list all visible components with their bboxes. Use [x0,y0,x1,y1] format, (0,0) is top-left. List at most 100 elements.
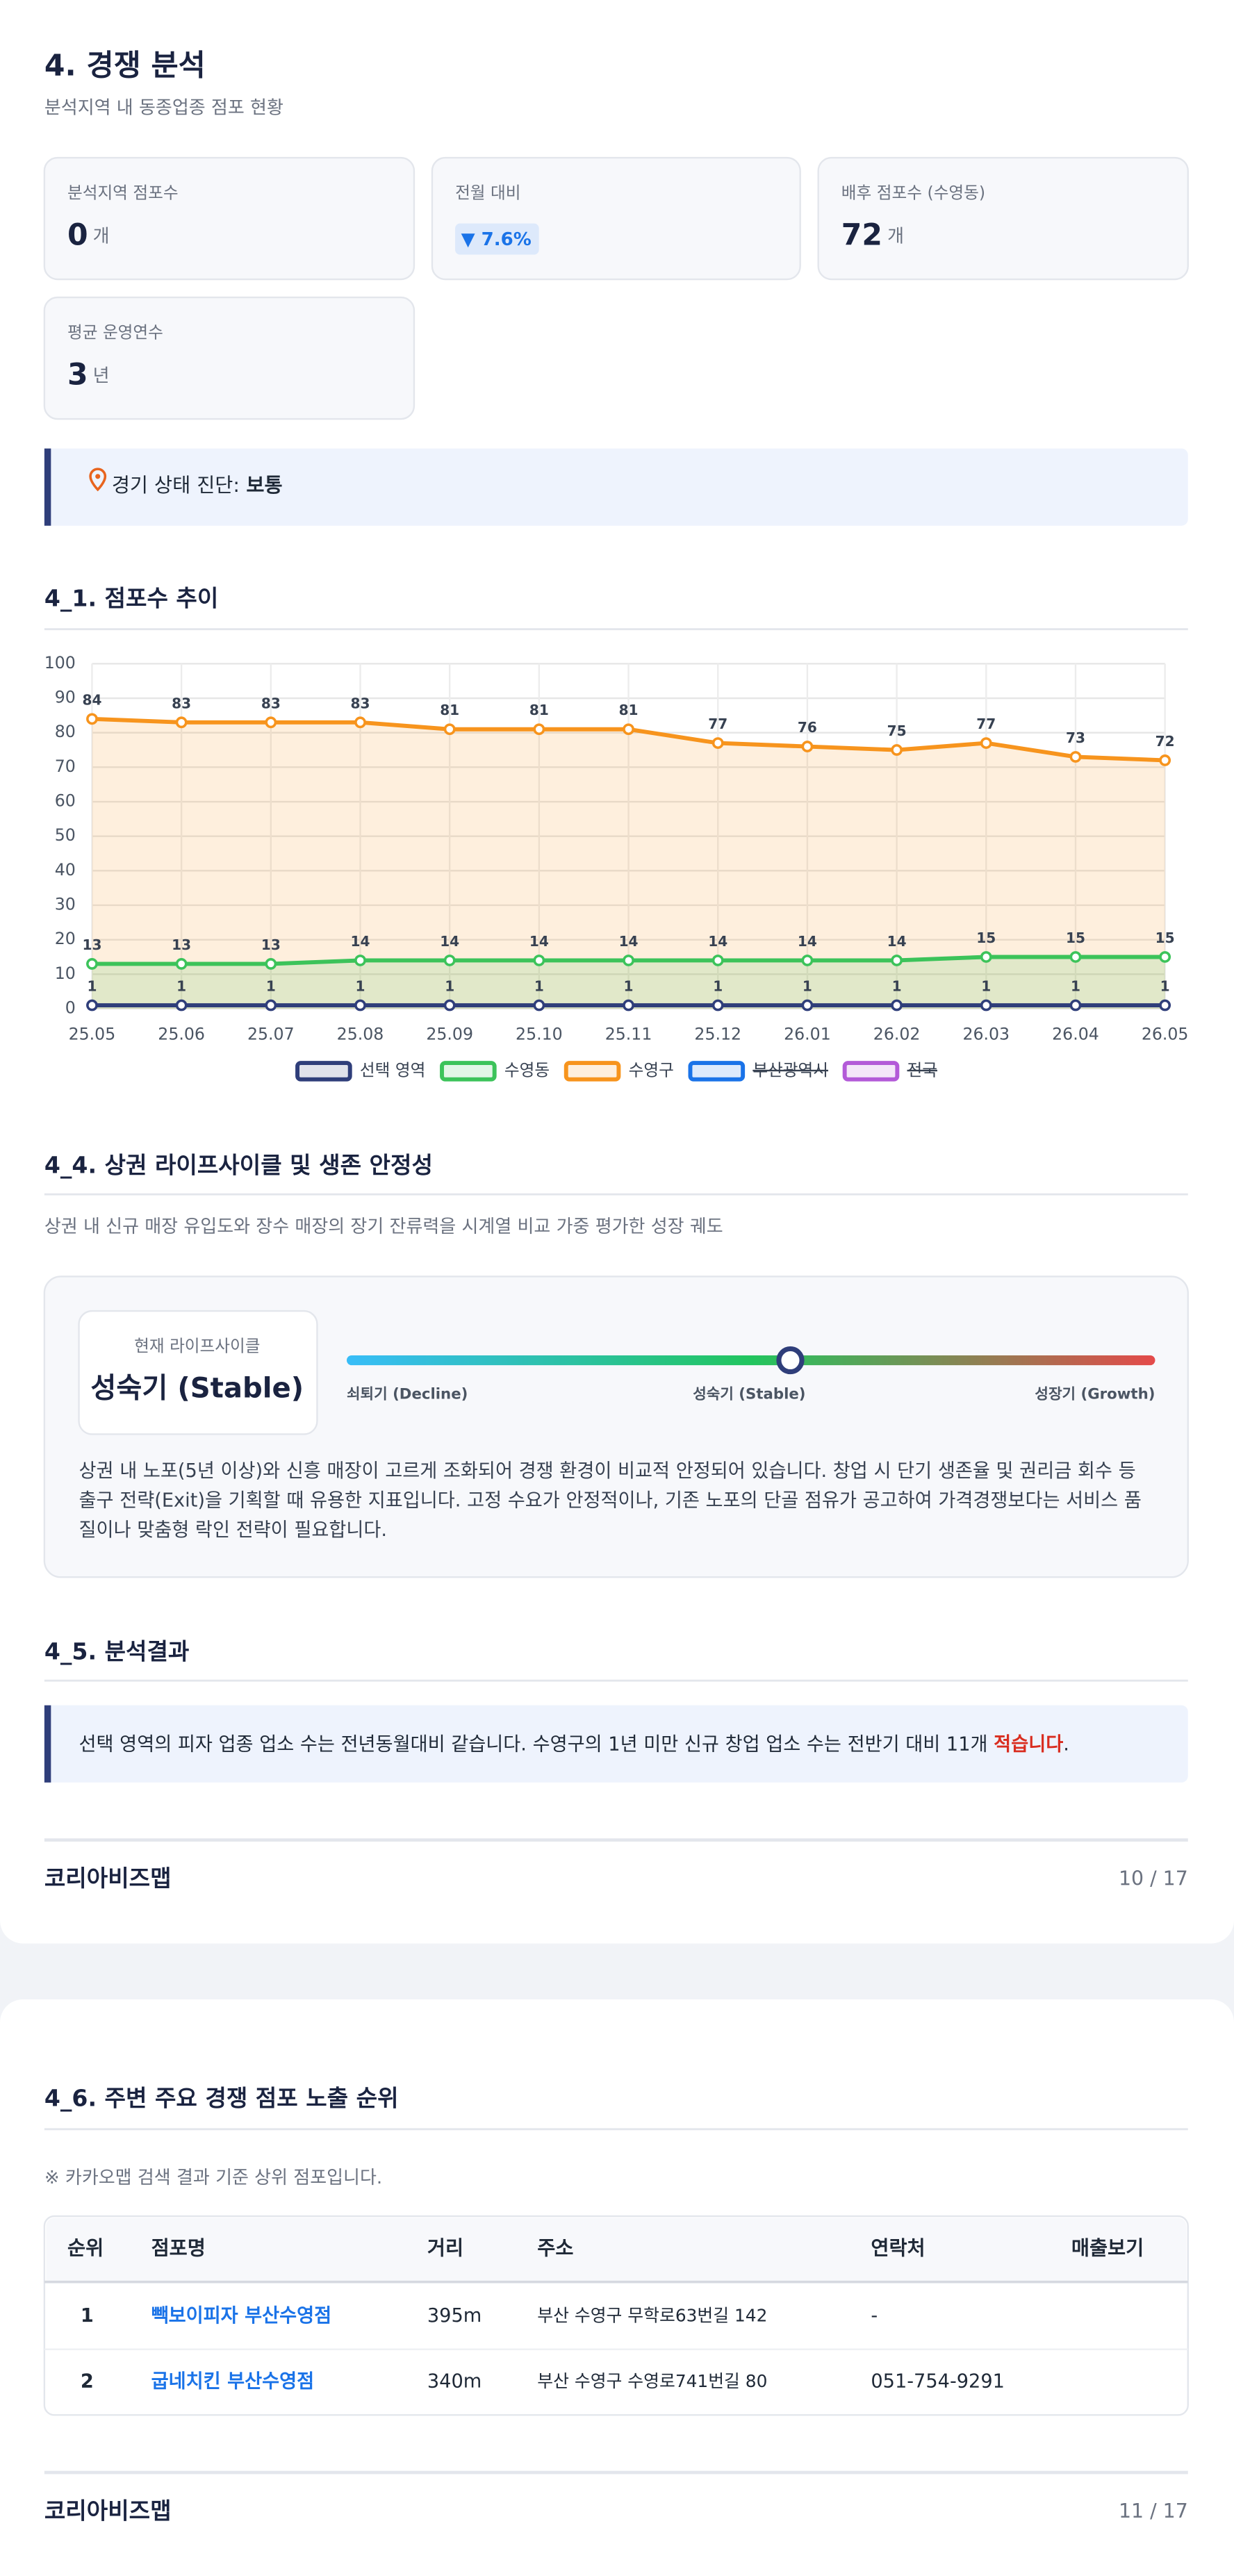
stat-number: 3 [67,357,88,392]
x-tick-label: 25.07 [247,1024,295,1043]
data-label: 14 [529,933,549,950]
section-subtitle: 상권 내 신규 매장 유입도와 장수 매장의 장기 잔류력을 시계열 비교 가중… [44,1216,723,1237]
store-link[interactable]: 빽보이피자 부산수영점 [151,2305,332,2327]
data-label: 72 [1155,733,1175,750]
point [1069,751,1082,763]
lifecycle-box [43,1275,1189,1578]
legend-label[interactable]: 수영동 [504,1060,550,1080]
page-number: 11 / 17 [1119,2500,1188,2523]
data-label: 81 [619,702,639,718]
point [711,737,724,749]
data-label: 1 [534,978,544,995]
point [801,741,814,752]
note: ※ 카카오맵 검색 결과 기준 상위 점포입니다. [44,2168,382,2188]
cell: 340m [427,2370,482,2392]
data-label: 1 [803,978,812,995]
legend-label[interactable]: 수영구 [629,1060,674,1080]
point [265,999,277,1012]
current-card [78,1310,318,1435]
cell: - [871,2305,878,2327]
diagnosis-label: 경기 상태 진단: [112,474,240,497]
column-header: 거리 [427,2236,463,2259]
data-label: 1 [1160,978,1170,995]
data-label: 15 [1155,930,1175,946]
point [980,951,992,963]
y-tick-label: 100 [44,653,76,672]
accent-bar [44,1705,51,1783]
x-tick-label: 26.04 [1052,1024,1099,1043]
accent-bar [44,448,51,526]
description: 상권 내 노포(5년 이상)와 신흥 매장이 고르게 조화되어 경쟁 환경이 비… [79,1458,1142,1542]
section-heading: 4_4. 상권 라이프사이클 및 생존 안정성 [44,1152,433,1179]
legend-swatch [563,1061,621,1082]
stat-number: 72 [841,217,882,252]
point [175,958,188,970]
y-tick-label: 10 [55,964,76,983]
pin-dot [95,474,101,479]
data-label: 83 [351,695,370,711]
stat-card [43,156,416,281]
y-tick-label: 60 [55,791,76,811]
stat-number: 0 [67,217,88,252]
store-link[interactable]: 굽네치킨 부산수영점 [151,2370,315,2392]
stat-label: 평균 운영연수 [67,323,163,342]
data-label: 75 [887,723,907,739]
result-box [44,1705,1188,1783]
diagnosis-value: 보통 [246,474,282,497]
data-label: 1 [892,978,902,995]
legend-label[interactable]: 선택 영역 [360,1060,425,1080]
y-tick-label: 90 [55,688,76,707]
data-label: 1 [176,978,186,995]
cell: 2 [81,2370,94,2392]
point [1069,999,1082,1012]
point [1159,999,1171,1012]
y-tick-label: 20 [55,929,76,948]
point [443,999,456,1012]
point [980,999,992,1012]
column-header: 매출보기 [1071,2236,1144,2259]
x-tick-label: 26.05 [1142,1024,1189,1043]
point [86,999,98,1012]
point [533,999,545,1012]
point [980,737,992,749]
legend-label[interactable]: 전국 [907,1060,937,1080]
point [1069,951,1082,963]
diagnosis: 경기 상태 진단: 보통 [112,474,283,497]
data-label: 77 [976,716,996,732]
legend-swatch [440,1061,497,1082]
point [801,955,814,966]
cell: 부산 수영구 무학로63번길 142 [537,2305,767,2325]
point [533,723,545,736]
data-label: 15 [976,930,996,946]
data-label: 14 [619,933,639,950]
stat-label: 전월 대비 [455,183,520,203]
data-label: 14 [351,933,370,950]
stat-value: 72 개 [841,217,904,252]
point [623,999,634,1012]
point [86,958,98,970]
section-subtitle: 분석지역 내 동종업종 점포 현황 [44,98,283,119]
data-label: 13 [82,936,101,953]
point [891,744,903,756]
y-tick-label: 80 [55,722,76,741]
lifecycle-bar [346,1355,1155,1366]
data-label: 1 [445,978,454,995]
legend-swatch [842,1061,900,1082]
y-tick-label: 50 [55,825,76,845]
point [623,955,634,966]
result-tail: . [1063,1733,1069,1755]
column-header: 순위 [67,2236,104,2259]
lifecycle-knob [776,1346,805,1375]
legend-swatch [295,1061,352,1082]
point [1159,754,1171,766]
data-label: 13 [261,936,281,953]
data-label: 84 [82,691,101,708]
legend-label[interactable]: 부산광역시 [752,1060,828,1080]
result-emphasis: 적습니다 [994,1733,1063,1755]
result-text: 선택 영역의 피자 업종 업소 수는 전년동월대비 같습니다. 수영구의 1년 … [79,1733,1069,1755]
diagnosis-box [44,448,1188,526]
pin-icon [89,468,107,492]
point [891,999,903,1012]
